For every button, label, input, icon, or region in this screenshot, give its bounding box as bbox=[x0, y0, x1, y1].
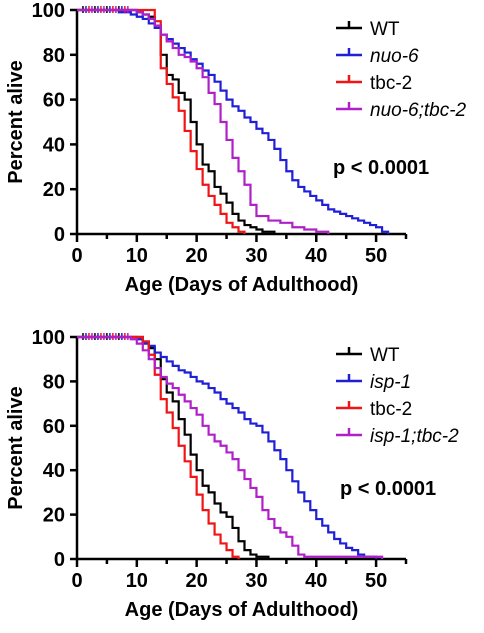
y-tick-label: 80 bbox=[43, 371, 65, 393]
y-tick-label: 100 bbox=[32, 327, 65, 349]
legend-label-tbc-2: tbc-2 bbox=[370, 399, 412, 420]
legend-label-isp-1;tbc-2: isp-1;tbc-2 bbox=[370, 426, 459, 447]
series-line-tbc-2 bbox=[77, 8, 246, 234]
chart-1: 0 20 40 60 80 100 0 10 20 30 40 50 Age (Days of Adul… bbox=[5, 0, 467, 296]
y-tick-label: 0 bbox=[54, 549, 65, 571]
series-line-nuo-6;tbc-2 bbox=[77, 8, 330, 234]
legend-label-nuo-6: nuo-6 bbox=[370, 46, 419, 67]
x-tick-label: 30 bbox=[245, 245, 267, 267]
series-line-isp-1 bbox=[77, 335, 378, 559]
x-tick-label: 10 bbox=[126, 245, 148, 267]
x-tick-label: 50 bbox=[365, 245, 387, 267]
series-line-tbc-2 bbox=[77, 335, 240, 559]
chart-2: 0 20 40 60 80 100 0 10 20 30 40 50 Age (Days of Adul… bbox=[5, 327, 459, 621]
x-axis-title: Age (Days of Adulthood) bbox=[125, 274, 359, 296]
x-axis-title: Age (Days of Adulthood) bbox=[125, 599, 359, 621]
legend-label-WT: WT bbox=[370, 345, 400, 366]
x-tick-label: 50 bbox=[365, 570, 387, 592]
y-tick-label: 60 bbox=[43, 416, 65, 438]
y-tick-label: 60 bbox=[43, 90, 65, 112]
y-axis-title: Percent alive bbox=[5, 60, 27, 183]
y-tick-label: 20 bbox=[43, 505, 65, 527]
legend-label-nuo-6;tbc-2: nuo-6;tbc-2 bbox=[370, 100, 467, 121]
legend-label-isp-1: isp-1 bbox=[370, 372, 411, 393]
series-line-WT bbox=[77, 335, 270, 559]
series-line-nuo-6 bbox=[77, 8, 390, 234]
x-tick-label: 30 bbox=[245, 570, 267, 592]
legend-label-WT: WT bbox=[370, 19, 400, 40]
x-tick-label: 40 bbox=[305, 245, 327, 267]
x-tick-label: 20 bbox=[186, 245, 208, 267]
y-tick-label: 100 bbox=[32, 0, 65, 22]
y-tick-label: 80 bbox=[43, 45, 65, 67]
series-line-isp-1;tbc-2 bbox=[77, 335, 384, 559]
p-value-annotation: p < 0.0001 bbox=[340, 478, 436, 500]
legend-label-tbc-2: tbc-2 bbox=[370, 73, 412, 94]
x-tick-label: 0 bbox=[71, 570, 82, 592]
p-value-annotation: p < 0.0001 bbox=[333, 157, 429, 179]
x-tick-label: 0 bbox=[71, 245, 82, 267]
x-tick-label: 40 bbox=[305, 570, 327, 592]
x-tick-label: 20 bbox=[186, 570, 208, 592]
x-tick-label: 10 bbox=[126, 570, 148, 592]
y-tick-label: 40 bbox=[43, 134, 65, 156]
y-tick-label: 40 bbox=[43, 460, 65, 482]
y-axis-title: Percent alive bbox=[5, 386, 27, 509]
y-tick-label: 0 bbox=[54, 224, 65, 246]
y-tick-label: 20 bbox=[43, 179, 65, 201]
